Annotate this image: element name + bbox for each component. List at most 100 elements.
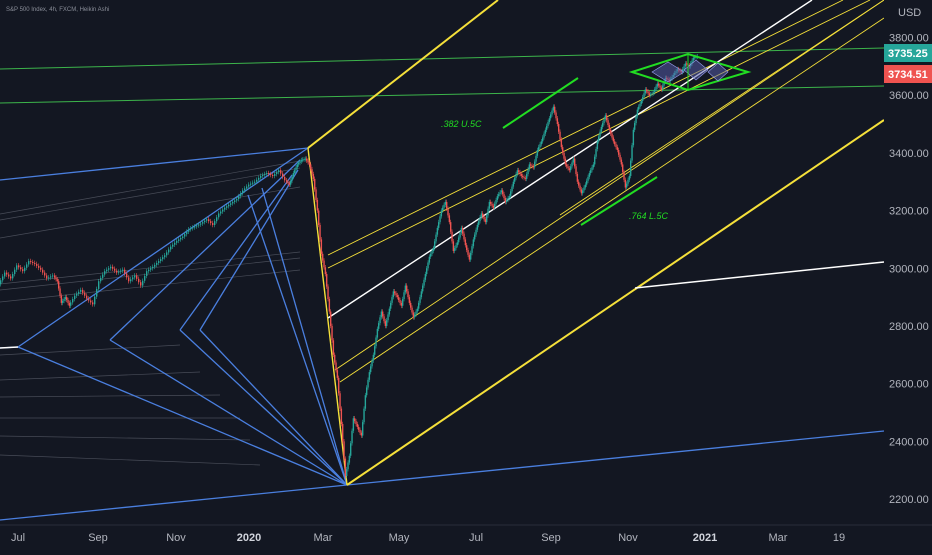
lower-annotation-segment [580,176,658,226]
candle-body [491,203,493,206]
y-tick-label: 3400.00 [889,148,929,160]
candle-body [580,189,583,194]
fan-line [109,159,301,341]
pitchfork-inner-line [334,0,885,371]
candle-body [647,91,649,94]
candle-body [276,172,278,175]
pitchfork-inner-line [559,0,885,216]
candle-body [38,265,40,268]
candle-body [642,97,644,101]
candle-body [162,257,164,260]
candle-body [419,297,421,303]
candle-body [686,63,688,65]
candle-body [660,87,663,90]
candle-body [556,118,559,125]
candle-body [498,194,500,197]
candle-body [104,271,106,275]
candle-body [44,272,46,276]
candle-body [387,314,389,321]
candle-body [314,178,316,190]
faint-line [0,394,221,398]
upper-annotation-segment [502,77,579,129]
candle-body [511,186,513,192]
candle-body [562,147,564,153]
candle-body [348,455,351,463]
candle-body [407,291,409,298]
candle-body [182,236,184,238]
median-line-left [0,346,19,349]
candle-body [502,190,504,195]
horizontal-lines [0,47,885,104]
candle-body [218,213,220,218]
candle-body [316,200,319,211]
candle-body [590,170,592,174]
median-line-short [634,261,885,289]
candle-body [312,174,315,179]
candle-body [514,177,516,182]
candle-body [315,189,317,200]
candle-body [74,295,76,300]
candle-body [551,110,553,115]
candle-body [382,311,384,317]
candle-body [331,325,333,341]
candle-body [394,291,396,294]
candle-body [250,183,252,185]
candle-body [432,248,435,251]
y-tick-label: 3200.00 [889,206,929,218]
candle-body [36,263,38,266]
candle-body [90,300,92,303]
candle-body [651,93,653,95]
candle-body [396,295,399,298]
candle-body [28,261,30,265]
candle-body [395,293,397,296]
candle-body [380,311,383,318]
candle-body [623,172,625,180]
candle-body [626,183,628,188]
x-tick-label: 19 [833,532,845,544]
candle-body [652,92,655,94]
candle-body [415,311,417,315]
candle-body [154,264,156,267]
x-tick-label: May [389,532,410,544]
candle-body [388,308,391,315]
candle-body [144,275,146,281]
candle-body [320,239,323,254]
candle-body [554,106,556,113]
candle-body [294,170,296,174]
candle-body [366,387,368,396]
candle-body [340,408,343,425]
candle-body [478,221,480,225]
x-tick-label: 2020 [237,532,261,544]
candle-body [299,161,301,163]
candle-body [586,180,588,185]
candle-body [192,227,194,229]
candle-body [458,237,460,243]
candle-body [110,266,112,269]
candle-body [508,196,511,199]
candle-body [416,308,419,312]
candle-body [462,227,464,234]
fan-line [17,147,309,348]
candle-body [515,174,517,178]
candle-body [108,268,110,270]
candle-body [467,250,469,255]
faint-line [0,344,181,356]
candle-body [252,182,254,184]
y-ticks: 3800.00 3600.00 3400.00 3200.00 3000.00 2800.… [889,33,929,507]
fan-line [179,174,293,331]
candle-body [295,167,297,171]
pitchfork-lower-tine [346,119,885,486]
candle-body [644,89,647,94]
candle-body [466,245,468,250]
candle-body [356,424,359,427]
fan-line [17,346,348,486]
candle-body [408,297,411,303]
candle-body [628,175,631,180]
y-tick-label: 3800.00 [889,33,929,45]
pitchfork-inner-line [327,0,844,256]
candle-body [399,300,401,303]
candle-body [464,239,467,246]
candle-body [614,141,616,145]
candle-body [524,177,527,179]
candle-body [300,160,303,162]
